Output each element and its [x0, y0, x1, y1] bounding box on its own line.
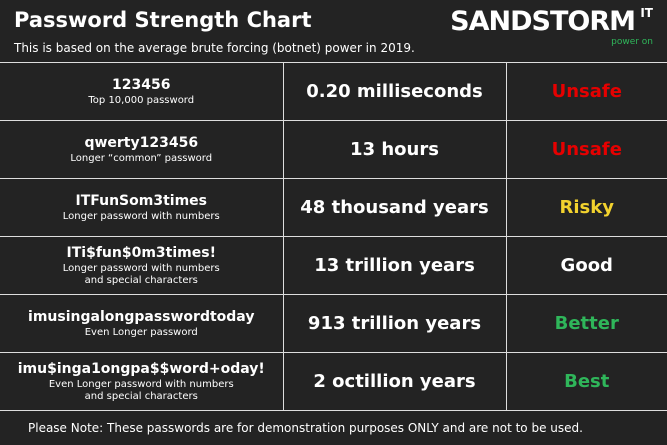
password-cell: qwerty123456 Longer “common” password — [0, 120, 284, 179]
crack-time-cell: 48 thousand years — [282, 178, 507, 237]
password: imusingalongpasswordtoday — [28, 308, 255, 325]
rating: Risky — [559, 197, 614, 218]
rating: Unsafe — [551, 81, 622, 102]
rating: Good — [560, 255, 613, 276]
password-description: Longer “common” password — [70, 152, 213, 164]
crack-time-cell: 0.20 milliseconds — [282, 62, 507, 121]
crack-time-cell: 913 trillion years — [282, 294, 507, 353]
crack-time-cell: 2 octillion years — [282, 352, 507, 411]
crack-time: 13 hours — [350, 139, 439, 160]
rating-cell: Unsafe — [505, 120, 667, 179]
password-description: Even Longer password with numbers — [48, 378, 234, 390]
password-description: Longer password with numbers — [62, 210, 220, 222]
crack-time: 48 thousand years — [300, 197, 489, 218]
password-cell: ITi$fun$0m3times! Longer password with nu… — [0, 236, 284, 295]
table-row: qwerty123456 Longer “common” password 13 h… — [0, 120, 667, 179]
crack-time: 2 octillion years — [313, 371, 476, 392]
crack-time-cell: 13 hours — [282, 120, 507, 179]
rating: Better — [554, 313, 619, 334]
password-cell: imu$inga1ongpa$$word+oday! Even Longer pa… — [0, 352, 284, 411]
password-description: and special characters — [84, 274, 198, 286]
password-cell: 123456 Top 10,000 password — [0, 62, 284, 121]
password: ITFunSom3times — [75, 192, 208, 209]
rating-cell: Best — [505, 352, 667, 411]
title: Password Strength Chart — [14, 8, 312, 32]
logo-name: SANDSTORM — [450, 6, 636, 37]
table-row: 123456 Top 10,000 password 0.20 millisecon… — [0, 62, 667, 121]
rating: Best — [564, 371, 610, 392]
password-cell: imusingalongpasswordtoday Even Longer pas… — [0, 294, 284, 353]
logo-tagline: power on — [611, 37, 653, 47]
rating-cell: Better — [505, 294, 667, 353]
password-description: Top 10,000 password — [88, 94, 195, 106]
crack-time-cell: 13 trillion years — [282, 236, 507, 295]
password-table: 123456 Top 10,000 password 0.20 millisecon… — [0, 62, 667, 411]
password: ITi$fun$0m3times! — [66, 244, 216, 261]
crack-time: 913 trillion years — [307, 313, 482, 334]
rating: Unsafe — [551, 139, 622, 160]
subtitle: This is based on the average brute forci… — [14, 41, 415, 55]
rating-cell: Unsafe — [505, 62, 667, 121]
password-description: Longer password with numbers — [62, 262, 220, 274]
table-row: imu$inga1ongpa$$word+oday! Even Longer pa… — [0, 352, 667, 411]
password: 123456 — [112, 76, 171, 93]
password-description: Even Longer password — [84, 326, 198, 338]
rating-cell: Risky — [505, 178, 667, 237]
logo: SANDSTORM IT power on — [450, 4, 655, 49]
password: qwerty123456 — [84, 134, 199, 151]
password-cell: ITFunSom3times Longer password with numbe… — [0, 178, 284, 237]
password: imu$inga1ongpa$$word+oday! — [17, 360, 265, 377]
footer-note: Please Note: These passwords are for dem… — [28, 421, 583, 435]
table-row: imusingalongpasswordtoday Even Longer pas… — [0, 294, 667, 353]
table-row: ITFunSom3times Longer password with numbe… — [0, 178, 667, 237]
crack-time: 0.20 milliseconds — [306, 81, 483, 102]
password-description: and special characters — [84, 390, 198, 402]
crack-time: 13 trillion years — [314, 255, 475, 276]
logo-superscript: IT — [640, 6, 653, 20]
rating-cell: Good — [505, 236, 667, 295]
table-row: ITi$fun$0m3times! Longer password with nu… — [0, 236, 667, 295]
